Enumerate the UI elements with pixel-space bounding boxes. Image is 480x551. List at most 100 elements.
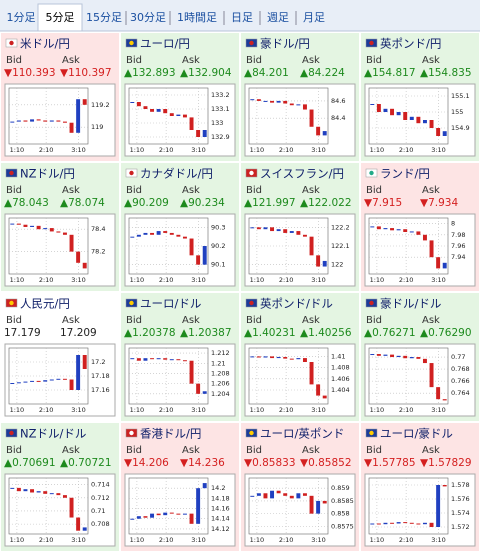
pair-title[interactable]: 英ポンド/ドル [260,297,333,311]
candle [23,120,28,122]
tab[interactable]: 1時間足 [177,11,217,24]
ask-label: Ask [302,445,320,456]
candle [276,356,281,359]
pair-title[interactable]: 人民元/円 [20,297,70,311]
flag-icon-mark [369,40,374,46]
candle [43,120,48,122]
y-tick-label: 0.8575 [331,522,354,530]
ask-label: Ask [62,55,80,66]
candle [82,262,87,269]
pair-title[interactable]: ユーロ/円 [140,37,190,51]
bid-value: ▲132.893 [124,67,176,79]
candle [176,234,181,237]
candle [270,490,275,499]
candle [16,382,21,384]
flag-icon-mark [249,430,254,436]
candle [202,246,207,265]
candle [422,522,427,525]
y-tick-label: 1.404 [331,386,350,394]
ask-label: Ask [182,315,200,326]
y-tick-label: 0.858 [331,510,350,518]
candle [196,488,201,524]
tab[interactable]: 1分足 [7,11,36,24]
y-tick-label: 0.8585 [331,497,354,505]
candle [409,522,414,524]
pair-title[interactable]: ランド/円 [380,167,430,181]
candle [263,356,268,358]
pair-title[interactable]: カナダドル/円 [140,167,213,181]
candle [322,131,327,136]
candle [396,112,401,116]
candle [23,224,28,227]
pair-title[interactable]: 豪ドル/円 [260,37,310,51]
y-tick-label: 122 [331,261,343,269]
ask-label: Ask [62,185,80,196]
pair-title[interactable]: NZドル/円 [20,167,75,181]
bid-value: ▲84.201 [244,67,289,79]
candle [270,100,275,103]
ask-label: Ask [422,315,440,326]
y-tick-label: 90.1 [211,261,225,269]
candle [16,223,21,225]
pair-title[interactable]: ユーロ/ドル [140,297,201,311]
candle [163,358,168,360]
pair-title[interactable]: 米ドル/円 [20,37,70,51]
flag-icon-mark [249,300,254,306]
candle [250,227,255,229]
pair-title[interactable]: NZドル/ドル [20,427,86,441]
candle [69,379,74,390]
tab[interactable]: 日足 [231,11,253,24]
candle [283,100,288,104]
candle [130,102,135,103]
y-tick-label: 14.16 [211,505,230,513]
candle [182,114,187,118]
candle [370,104,375,105]
tab[interactable]: 15分足 [86,11,122,24]
candle [429,240,434,258]
plot-area [368,477,449,535]
candle [143,358,148,361]
tab[interactable]: 30分足 [130,11,166,24]
bid-value: ▲78.043 [4,197,49,209]
bid-value: ▲1.40231 [244,327,296,339]
bid-value: ▼110.393 [4,67,56,79]
pair-title[interactable]: 英ポンド/円 [380,37,441,51]
candle [202,130,207,137]
candle [296,493,301,499]
pair-title[interactable]: ユーロ/豪ドル [380,427,453,441]
candle [150,513,155,518]
pair-title[interactable]: 豪ドル/ドル [380,297,441,311]
pair-title[interactable]: スイスフラン/円 [260,167,344,181]
y-tick-label: 90.3 [211,223,225,231]
candle [416,231,421,235]
tab[interactable]: 週足 [267,11,289,24]
candle [416,523,421,525]
y-tick-label: 1.406 [331,375,350,383]
ask-label: Ask [422,55,440,66]
candle [390,228,395,231]
bid-value: ▼0.85833 [244,457,296,469]
ask-value: ▲1.20387 [180,327,232,339]
x-tick-label: 2:10 [39,146,54,154]
bid-label: Bid [6,55,22,66]
x-tick-label: 1:10 [370,406,385,414]
bid-label: Bid [246,445,262,456]
candle [69,122,74,133]
tab[interactable]: 月足 [303,11,325,24]
plot-area [8,87,89,145]
pair-title[interactable]: ユーロ/英ポンド [260,427,344,441]
ask-label: Ask [302,185,320,196]
x-tick-label: 1:10 [370,536,385,544]
candle [436,485,441,527]
candle [416,116,421,124]
y-tick-label: 14.18 [211,494,230,502]
y-tick-label: 1.408 [331,364,350,372]
bid-label: Bid [6,315,22,326]
candle [302,104,307,110]
candle [16,120,21,122]
tab[interactable]: 5分足 [46,11,75,24]
x-tick-label: 1:10 [370,146,385,154]
pair-title[interactable]: 香港ドル/円 [140,427,201,441]
ask-value: ▼14.236 [180,457,225,469]
candle [370,226,375,228]
